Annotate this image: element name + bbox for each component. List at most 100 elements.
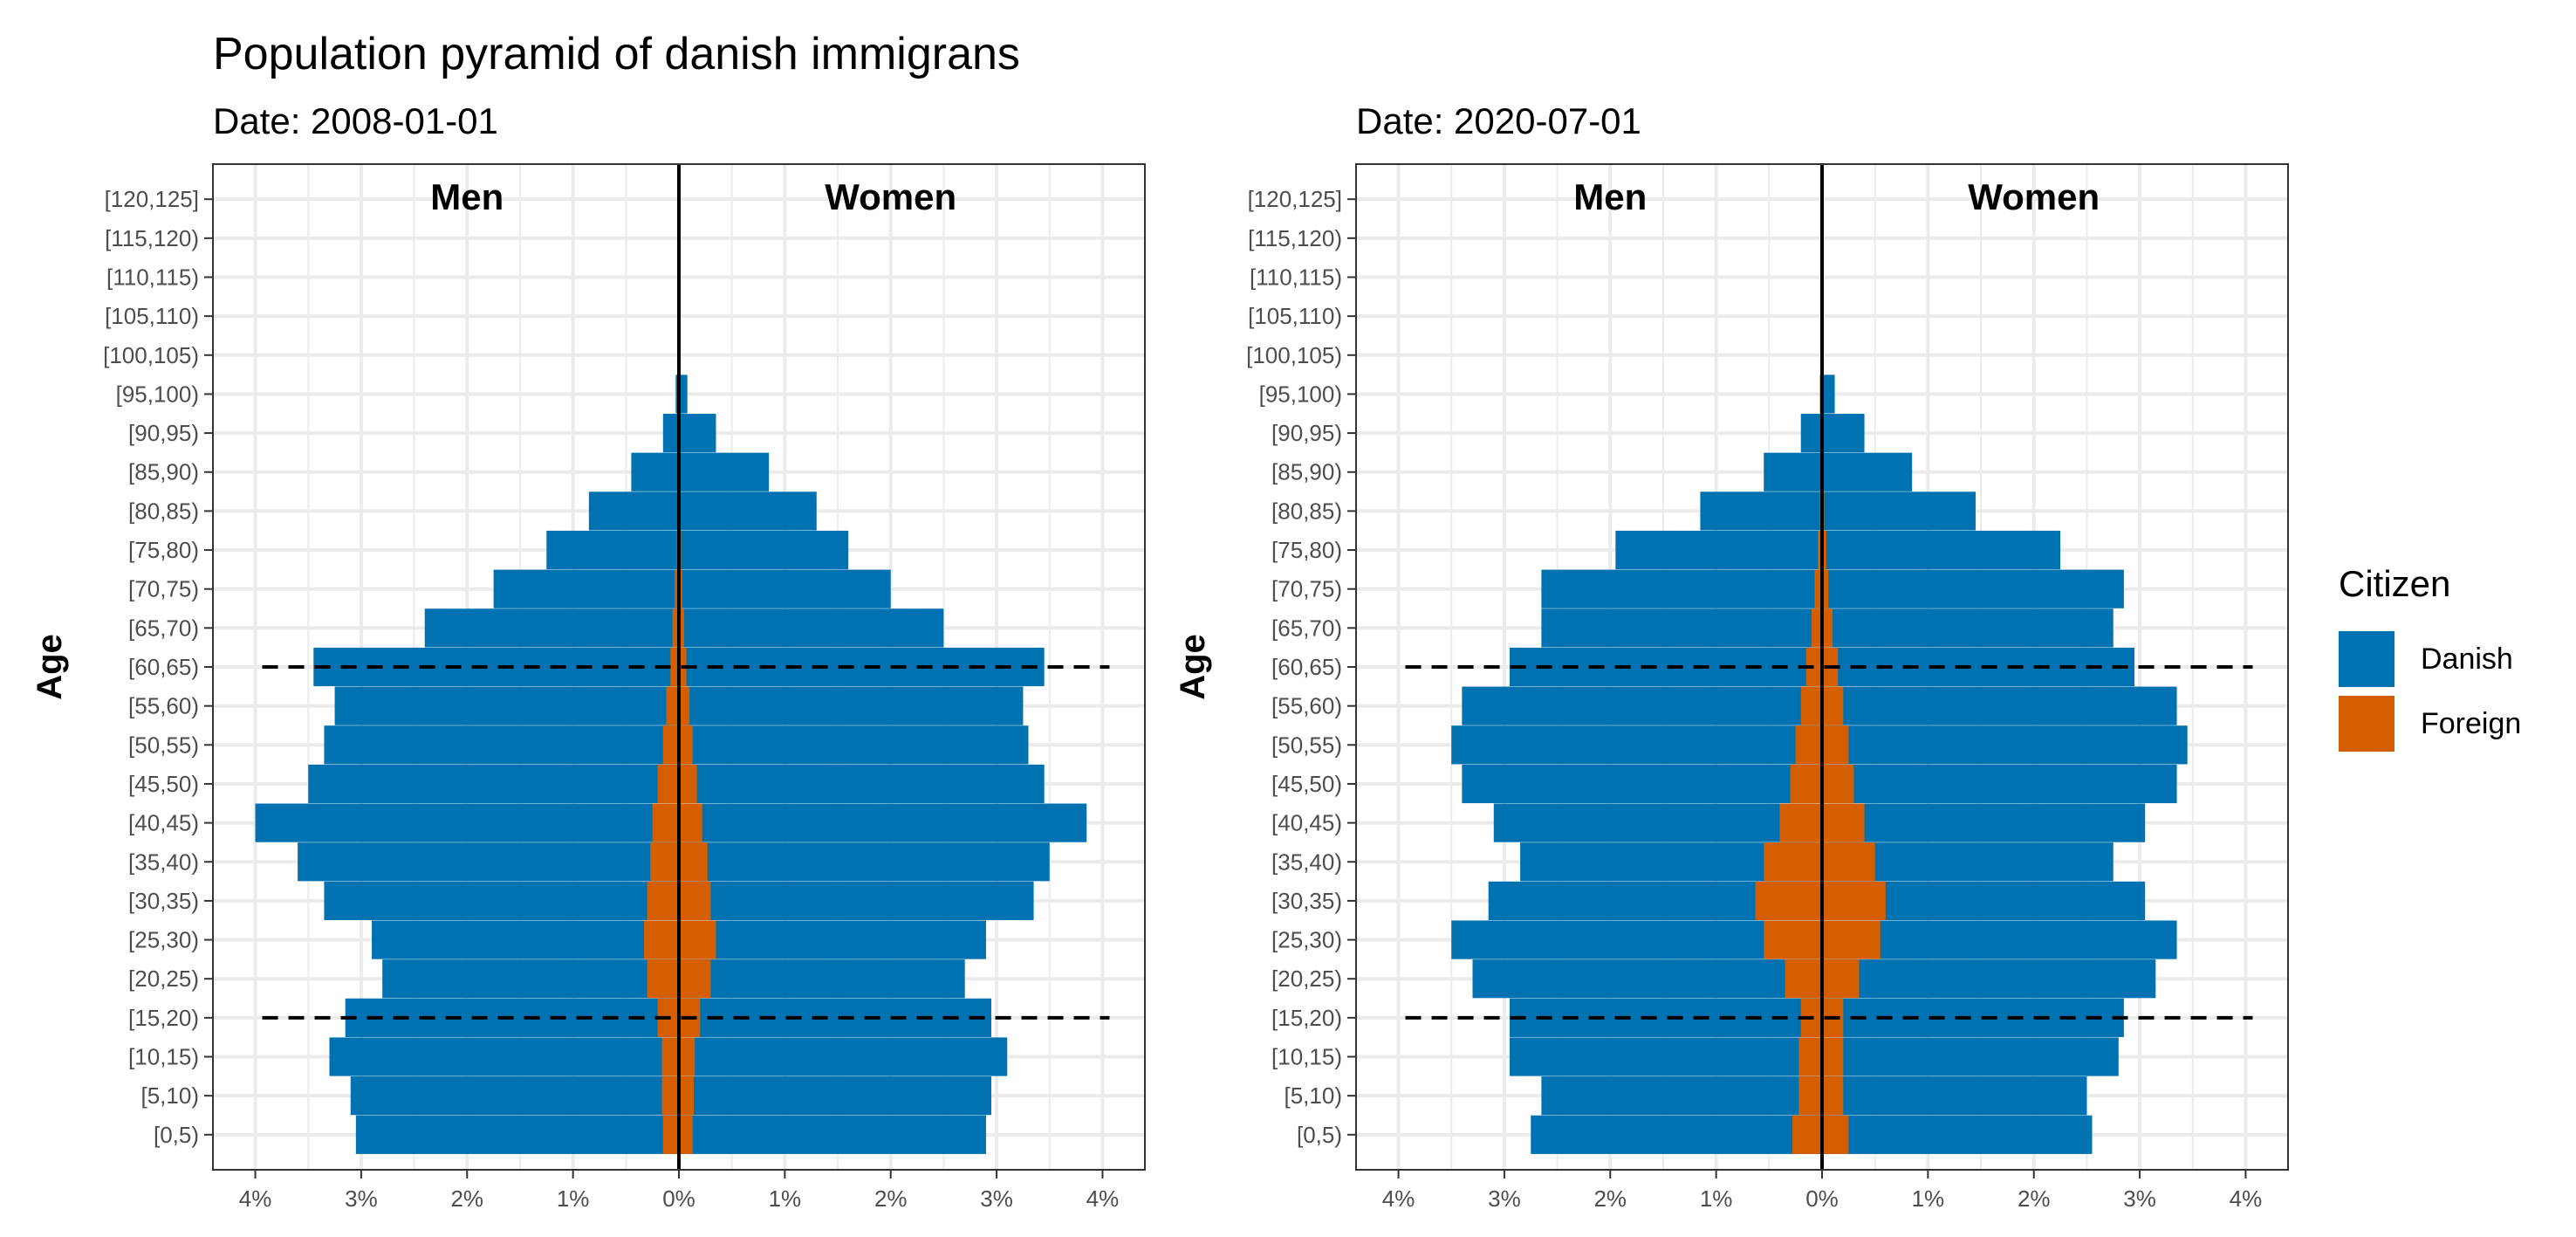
y-tick-label-115-120: [115,120) — [1248, 225, 1342, 251]
bar-foreign-women-0-5 — [679, 1115, 693, 1154]
y-tick-label-95-100: [95,100) — [116, 381, 199, 407]
bar-danish-men-35-40 — [298, 842, 679, 882]
chart-title: Population pyramid of danish immigrans — [213, 29, 1020, 79]
y-tick-label-50-55: [50,55) — [1271, 732, 1342, 758]
bar-danish-women-50-55 — [1822, 725, 2188, 765]
x-tick-label: 1% — [1912, 1185, 1945, 1212]
y-tick-label-80-85: [80,85) — [1271, 498, 1342, 524]
bar-danish-men-90-95 — [1800, 413, 1822, 453]
bar-danish-men-15-20 — [1509, 998, 1822, 1037]
bar-danish-women-95-100 — [1822, 375, 1835, 414]
bar-foreign-women-35-40 — [679, 842, 708, 882]
bar-foreign-women-40-45 — [679, 803, 702, 842]
y-tick-label-40-45: [40,45) — [1271, 810, 1342, 836]
panel-label-women: Women — [1968, 176, 2100, 217]
bar-danish-women-80-85 — [679, 491, 817, 531]
bar-danish-men-60-65 — [1509, 647, 1822, 687]
bar-foreign-men-40-45 — [1779, 803, 1822, 842]
y-tick-label-120-125: [120,125] — [1248, 186, 1342, 212]
bar-foreign-men-20-25 — [647, 959, 679, 999]
panel-label-women: Women — [825, 176, 956, 217]
bar-foreign-men-35-40 — [1764, 842, 1822, 882]
bar-foreign-women-35-40 — [1822, 842, 1875, 882]
bar-danish-women-15-20 — [679, 998, 992, 1037]
bar-foreign-women-55-60 — [1822, 686, 1844, 725]
y-tick-label-65-70: [65,70) — [128, 615, 199, 641]
y-tick-label-30-35: [30,35) — [128, 888, 199, 914]
y-tick-label-95-100: [95,100) — [1259, 381, 1342, 407]
legend-label-foreign: Foreign — [2421, 706, 2522, 740]
bar-foreign-women-40-45 — [1822, 803, 1865, 842]
bar-foreign-men-0-5 — [662, 1115, 679, 1154]
y-tick-label-30-35: [30,35) — [1271, 888, 1342, 914]
bar-foreign-men-75-80 — [1818, 530, 1822, 570]
y-tick-label-10-15: [10,15) — [1271, 1044, 1342, 1070]
x-tick-label: 4% — [239, 1185, 272, 1212]
y-axis-label: Age — [1174, 634, 1212, 700]
bar-danish-men-20-25 — [382, 959, 679, 999]
x-tick-label: 0% — [1805, 1185, 1839, 1212]
legend-label-danish: Danish — [2421, 642, 2513, 676]
bar-danish-women-10-15 — [679, 1037, 1008, 1076]
bar-foreign-men-25-30 — [643, 920, 679, 959]
legend-item-foreign: Foreign — [2339, 691, 2521, 756]
y-tick-label-0-5: [0,5) — [154, 1122, 199, 1148]
subtitle-right-panel: Date: 2020-07-01 — [1356, 100, 1641, 141]
y-tick-label-0-5: [0,5) — [1297, 1122, 1342, 1148]
bar-danish-men-85-90 — [1764, 452, 1822, 491]
bar-foreign-men-70-75 — [675, 569, 679, 608]
y-tick-label-105-110: [105,110) — [105, 303, 199, 329]
bar-foreign-men-55-60 — [666, 686, 679, 725]
bar-danish-women-45-50 — [679, 764, 1045, 804]
bar-danish-women-5-10 — [679, 1076, 992, 1116]
x-tick-label: 4% — [1086, 1185, 1120, 1212]
legend-title: Citizen — [2339, 563, 2451, 604]
bar-danish-men-40-45 — [1493, 803, 1822, 842]
bar-danish-men-75-80 — [1615, 530, 1822, 570]
bar-foreign-men-45-50 — [1790, 764, 1822, 804]
bar-foreign-women-20-25 — [679, 959, 711, 999]
bar-foreign-women-75-80 — [1822, 530, 1826, 570]
bar-foreign-men-50-55 — [1795, 725, 1822, 765]
y-tick-label-60-65: [60,65) — [1271, 654, 1342, 680]
bar-danish-women-65-70 — [679, 608, 944, 648]
x-tick-label: 0% — [662, 1185, 695, 1212]
bar-danish-men-80-85 — [1700, 491, 1822, 531]
x-tick-label: 4% — [1382, 1185, 1415, 1212]
x-tick-label: 1% — [769, 1185, 802, 1212]
x-tick-label: 2% — [1593, 1185, 1627, 1212]
bar-foreign-women-20-25 — [1822, 959, 1860, 999]
bar-danish-men-45-50 — [1462, 764, 1822, 804]
bar-foreign-women-65-70 — [1822, 608, 1833, 648]
x-tick-label: 3% — [980, 1185, 1013, 1212]
bar-foreign-men-30-35 — [647, 881, 679, 921]
bar-foreign-men-65-70 — [672, 608, 679, 648]
bar-danish-women-90-95 — [679, 413, 716, 453]
y-tick-label-85-90: [85,90) — [128, 459, 199, 485]
bar-foreign-men-50-55 — [662, 725, 679, 765]
bar-foreign-women-30-35 — [679, 881, 711, 921]
bar-danish-women-45-50 — [1822, 764, 2177, 804]
bar-danish-men-80-85 — [588, 491, 679, 531]
bar-danish-men-65-70 — [424, 608, 679, 648]
bar-foreign-men-20-25 — [1785, 959, 1822, 999]
bar-foreign-men-30-35 — [1755, 881, 1822, 921]
bar-danish-men-70-75 — [1541, 569, 1822, 608]
bar-foreign-men-70-75 — [1814, 569, 1822, 608]
y-tick-label-110-115: [110,115) — [106, 264, 199, 290]
bar-foreign-women-0-5 — [1822, 1115, 1849, 1154]
bar-foreign-women-55-60 — [679, 686, 690, 725]
bar-danish-women-20-25 — [679, 959, 965, 999]
y-tick-label-50-55: [50,55) — [128, 732, 199, 758]
x-tick-label: 2% — [450, 1185, 483, 1212]
bar-danish-men-90-95 — [662, 413, 679, 453]
y-tick-label-45-50: [45,50) — [128, 771, 199, 797]
panel-label-men: Men — [1573, 176, 1647, 217]
bar-danish-men-50-55 — [324, 725, 679, 765]
bar-danish-men-65-70 — [1541, 608, 1822, 648]
bar-danish-women-5-10 — [1822, 1076, 2087, 1116]
bar-foreign-women-45-50 — [679, 764, 697, 804]
x-tick-label: 1% — [557, 1185, 590, 1212]
y-tick-label-100-105: [100,105) — [1246, 342, 1342, 368]
